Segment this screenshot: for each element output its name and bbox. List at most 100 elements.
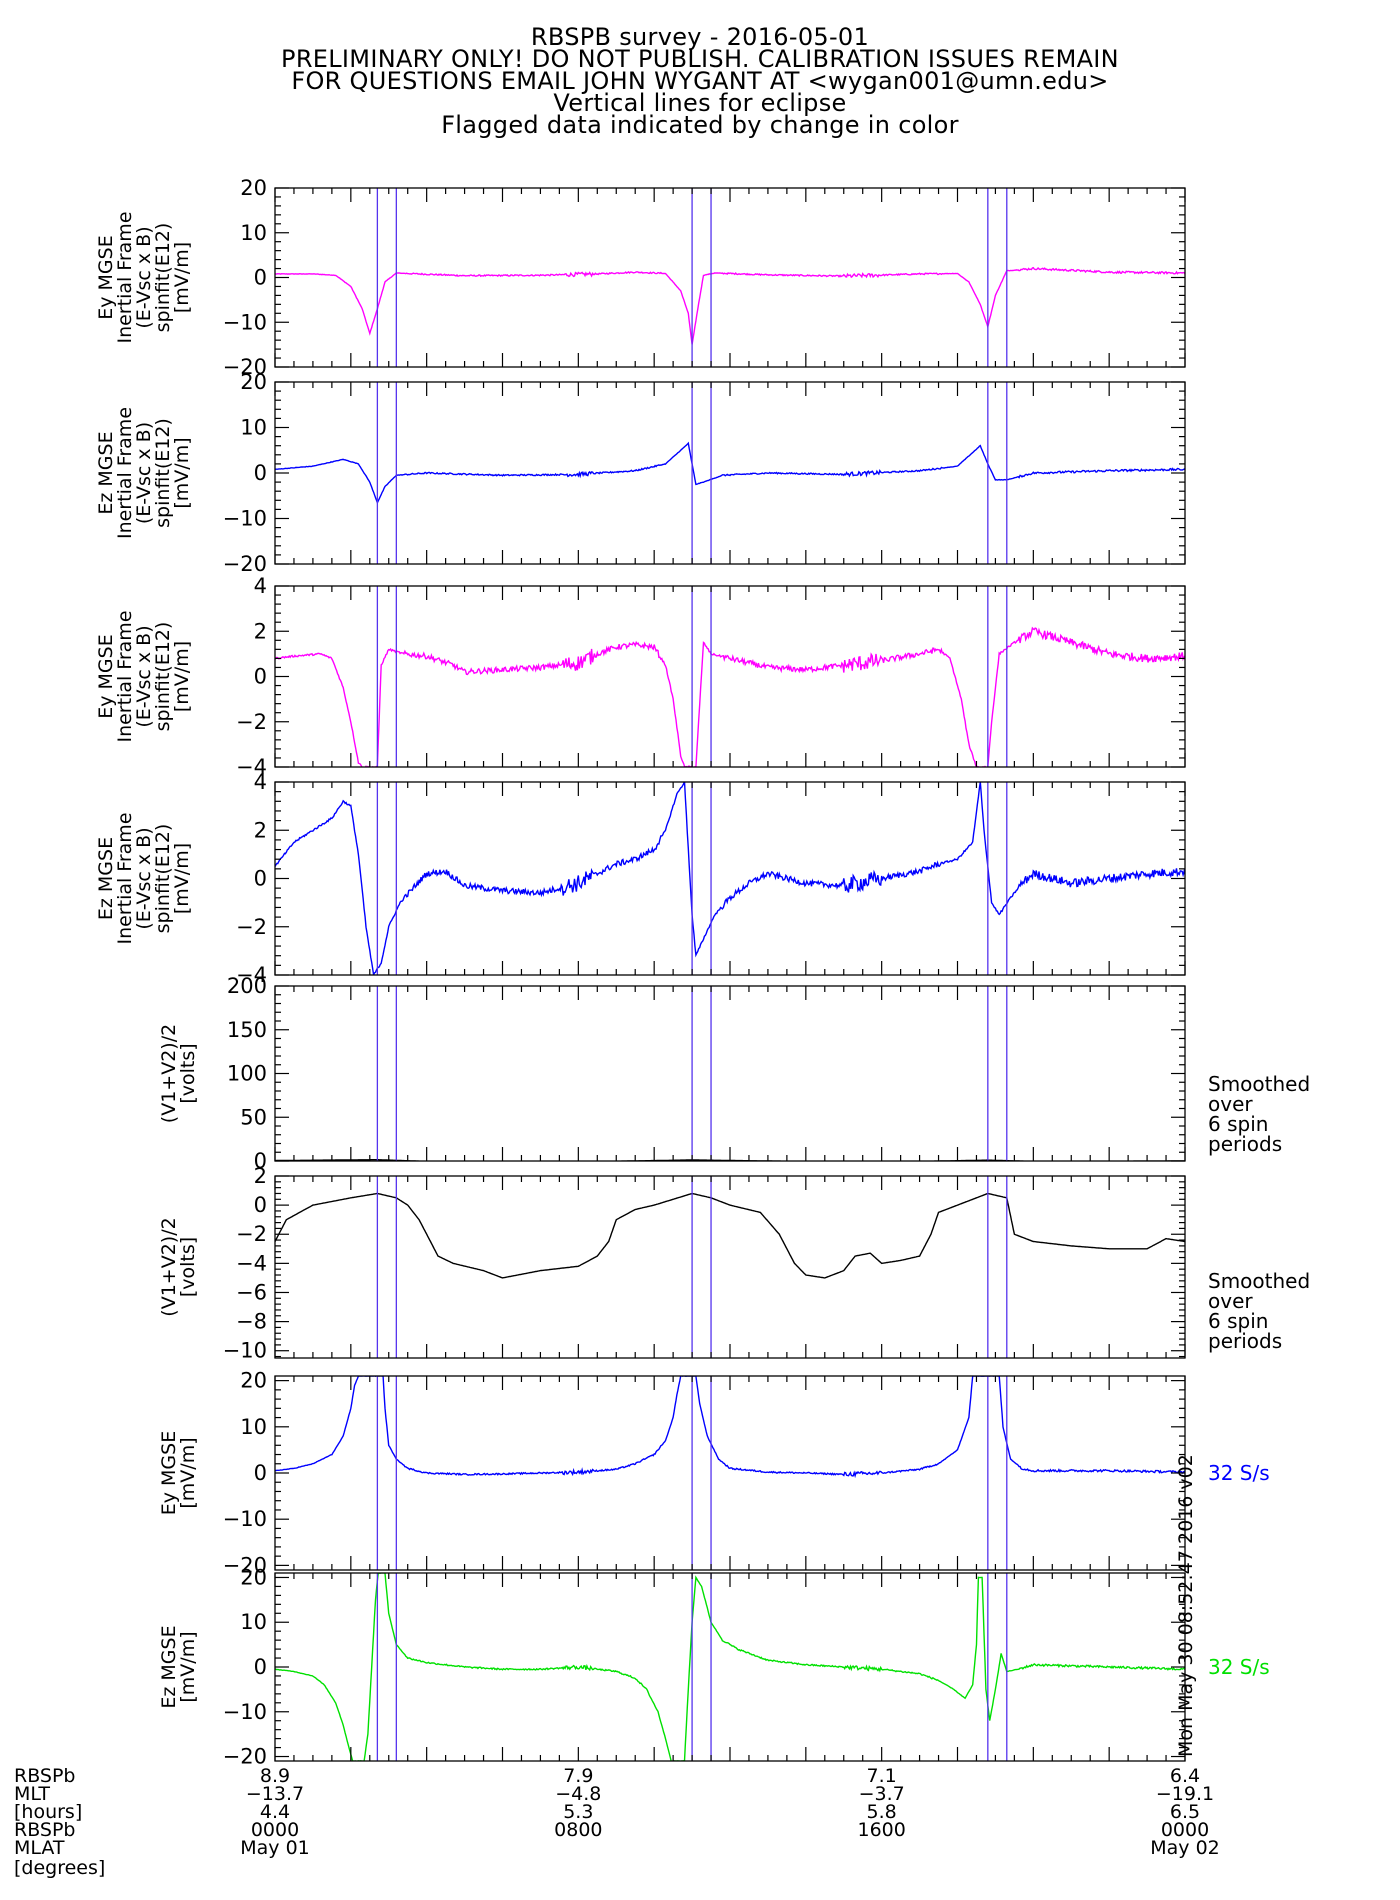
x-axis-value: 0000 (251, 1819, 299, 1841)
y-axis-label: [volts] (177, 1237, 199, 1297)
series-line (275, 782, 1185, 975)
smoothing-note: 6 spin (1208, 1309, 1268, 1333)
smoothing-note: periods (1208, 1132, 1282, 1156)
y-tick-label: −20 (223, 1745, 267, 1769)
y-tick-label: 10 (240, 221, 267, 245)
y-tick-label: −8 (236, 1310, 267, 1334)
y-tick-label: 0 (254, 266, 267, 290)
x-axis-row-label: MLAT (14, 1837, 65, 1859)
y-axis-label: Inertial Frame (114, 211, 136, 343)
x-axis-row-label: RBSPb (14, 1819, 75, 1841)
x-axis-value: May 01 (240, 1837, 310, 1859)
x-axis-row-label: MLT (14, 1783, 50, 1805)
x-axis-value: −19.1 (1156, 1783, 1214, 1805)
x-axis-value: −13.7 (246, 1783, 304, 1805)
panel-7: −20 −10 0 10 20 Ey MGSE[mV/m] 32 S/s (158, 1369, 1270, 1578)
y-tick-label: −4 (236, 963, 267, 987)
y-axis-label: (E-Vsc x B) (133, 625, 155, 727)
sample-rate-note: 32 S/s (1208, 1655, 1270, 1679)
panel-frame (274, 1572, 1186, 1762)
y-tick-label: 0 (254, 1655, 267, 1679)
y-axis-label: (E-Vsc x B) (133, 827, 155, 929)
sample-rate-note: 32 S/s (1208, 1461, 1270, 1485)
y-tick-label: 0 (254, 665, 267, 689)
contact-line: FOR QUESTIONS EMAIL JOHN WYGANT AT <wyga… (291, 67, 1109, 95)
x-axis-value: −4.8 (555, 1783, 601, 1805)
y-axis-label: (V1+V2)/2 (158, 1217, 180, 1316)
y-axis-label: [mV/m] (171, 843, 193, 914)
y-axis-label: (E-Vsc x B) (133, 422, 155, 524)
eclipse-note-line: Vertical lines for eclipse (553, 89, 847, 117)
y-axis-label: Ey MGSE (158, 1431, 180, 1515)
x-axis-row-label: [hours] (14, 1801, 82, 1823)
series-line (275, 1573, 1185, 1761)
y-axis-label: Inertial Frame (114, 407, 136, 539)
x-axis-labels: RBSPbMLT[hours]RBSPbMLAT[degrees]8.9−13.… (14, 1765, 1220, 1879)
title-line: RBSPB survey - 2016-05-01 (530, 23, 870, 51)
x-axis-row-label: [degrees] (14, 1857, 105, 1879)
smoothing-note: over (1208, 1092, 1253, 1116)
y-tick-label: 0 (254, 1149, 267, 1173)
smoothing-note: 6 spin (1208, 1112, 1268, 1136)
panel-frame (274, 985, 1186, 1162)
x-axis-value: 6.5 (1170, 1801, 1200, 1823)
y-tick-label: −20 (223, 552, 267, 576)
y-tick-label: −10 (223, 1507, 267, 1531)
panel-frame (274, 1175, 1186, 1359)
y-axis-label: spinfit(E12) (152, 824, 174, 934)
y-tick-label: 10 (240, 416, 267, 440)
y-tick-label: 0 (254, 1461, 267, 1485)
y-tick-label: −10 (223, 507, 267, 531)
y-tick-label: 0 (254, 867, 267, 891)
panel-frame (274, 187, 1186, 368)
panel-frame (274, 585, 1186, 768)
y-tick-label: −6 (236, 1280, 267, 1304)
x-axis-value: 7.9 (563, 1765, 593, 1787)
y-tick-label: 20 (240, 1369, 267, 1393)
smoothing-note: Smoothed (1208, 1072, 1310, 1096)
panel-frame (274, 1375, 1186, 1571)
flag-note-line: Flagged data indicated by change in colo… (441, 111, 959, 139)
y-axis-label: [mV/m] (177, 1437, 199, 1508)
panel-6: −10 −8 −6 −4 −2 0 2 (V1+V2)/2[volts] Smoothedove… (158, 1164, 1310, 1363)
x-axis-value: 6.4 (1170, 1765, 1200, 1787)
y-tick-label: −2 (236, 1222, 267, 1246)
y-tick-label: −10 (223, 1700, 267, 1724)
smoothing-note: over (1208, 1289, 1253, 1313)
y-tick-label: 150 (227, 1018, 267, 1042)
x-axis-value: 4.4 (260, 1801, 290, 1823)
panel-8: −20 −10 0 10 20 Ez MGSE[mV/m] 32 S/s (158, 1565, 1270, 1768)
x-axis-value: May 02 (1150, 1837, 1220, 1859)
x-axis-value: 0800 (554, 1819, 602, 1841)
x-axis-row-label: RBSPb (14, 1765, 75, 1787)
x-axis-value: 0000 (1161, 1819, 1209, 1841)
timestamp-stamp: Mon May 30 08:52:47 2016 v02 (1175, 1454, 1197, 1757)
series-line (275, 1376, 1185, 1479)
y-tick-label: 20 (240, 176, 267, 200)
y-axis-label: [mV/m] (177, 1631, 199, 1702)
y-axis-label: [mV/m] (171, 641, 193, 712)
y-axis-label: spinfit(E12) (152, 418, 174, 528)
y-tick-label: 10 (240, 1610, 267, 1634)
y-tick-label: −20 (223, 1553, 267, 1577)
y-axis-label: (V1+V2)/2 (158, 1024, 180, 1123)
y-tick-label: 4 (254, 574, 267, 598)
y-axis-label: Ez MGSE (95, 837, 117, 920)
series-line (275, 266, 1185, 345)
y-axis-label: Ey MGSE (95, 235, 117, 319)
x-axis-value: 8.9 (260, 1765, 290, 1787)
y-tick-label: 200 (227, 974, 267, 998)
y-axis-label: [mV/m] (171, 437, 193, 508)
series-line (275, 626, 1185, 767)
y-tick-label: 50 (240, 1105, 267, 1129)
y-axis-label: Ey MGSE (95, 634, 117, 718)
panel-5: 0 50 100 150 200 (V1+V2)/2[volts] Smoothedover… (158, 974, 1310, 1173)
smoothing-note: Smoothed (1208, 1269, 1310, 1293)
x-axis-value: 1600 (857, 1819, 905, 1841)
y-axis-label: spinfit(E12) (152, 622, 174, 732)
y-tick-label: −4 (236, 1251, 267, 1275)
